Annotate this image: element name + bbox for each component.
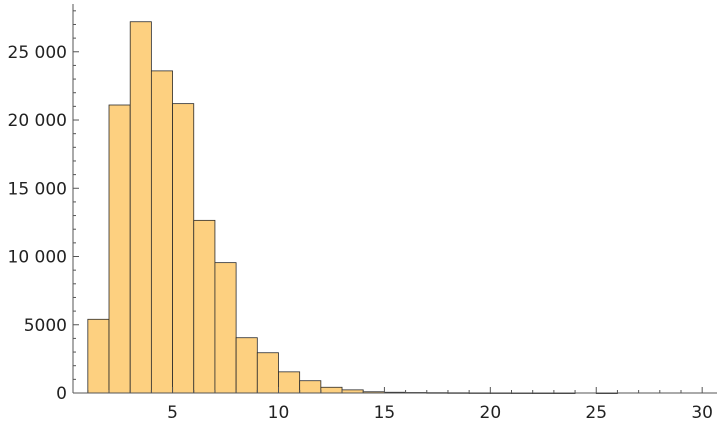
histogram-bar-3 [129, 21, 152, 394]
y-tick-label: 10 000 [8, 248, 67, 268]
histogram-bar-12 [320, 386, 343, 394]
axes-layer [72, 4, 717, 394]
x-tick-label: 15 [374, 403, 396, 423]
histogram-bar-7 [214, 262, 237, 394]
y-tick-label: 0 [56, 384, 67, 404]
histogram-bar-8 [235, 337, 258, 394]
histogram-bar-2 [108, 104, 131, 394]
histogram-bar-9 [256, 352, 279, 394]
bars-layer [87, 21, 618, 394]
histogram-bar-11 [299, 380, 322, 394]
x-tick-label: 5 [167, 403, 178, 423]
histogram-bar-1 [87, 318, 110, 394]
histogram-bar-6 [193, 219, 216, 394]
x-tick-label: 20 [480, 403, 502, 423]
x-tick-label: 10 [268, 403, 290, 423]
x-tick-label: 30 [691, 403, 713, 423]
y-tick-label: 15 000 [8, 179, 67, 199]
histogram-bar-4 [150, 70, 173, 394]
histogram-bar-10 [278, 371, 301, 394]
tick-labels-layer: 0 5000 10 000 15 000 20 000 25 000 5 10 15 20 25 30 [8, 43, 713, 423]
x-tick-label: 25 [585, 403, 607, 423]
histogram-bar-5 [172, 103, 195, 394]
ticks-layer [73, 10, 703, 394]
y-tick-label: 5000 [24, 316, 67, 336]
y-tick-label: 25 000 [8, 43, 67, 63]
y-tick-label: 20 000 [8, 111, 67, 131]
